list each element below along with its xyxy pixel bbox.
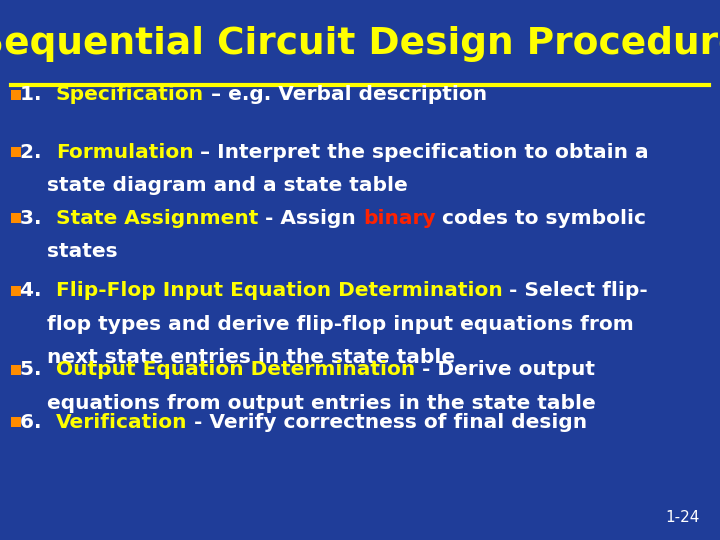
Text: Verification: Verification [55,413,187,432]
Text: – e.g. Verbal description: – e.g. Verbal description [204,85,487,104]
Text: binary: binary [363,208,436,228]
Text: Formulation: Formulation [55,143,193,162]
Text: - Derive output: - Derive output [415,360,595,380]
Text: states: states [47,242,117,261]
Text: Flip-Flop Input Equation Determination: Flip-Flop Input Equation Determination [55,281,503,300]
Text: 1-24: 1-24 [665,510,700,525]
Text: 4.: 4. [20,281,55,300]
Text: State Assignment: State Assignment [55,208,258,228]
Text: Sequential Circuit Design Procedure: Sequential Circuit Design Procedure [0,26,720,62]
Text: 2.: 2. [20,143,55,162]
Text: - Select flip-: - Select flip- [503,281,648,300]
Text: state diagram and a state table: state diagram and a state table [47,176,408,195]
Text: Specification: Specification [55,85,204,104]
Text: 1.: 1. [20,85,55,104]
Text: - Verify correctness of final design: - Verify correctness of final design [187,413,588,432]
Text: 5.: 5. [20,360,55,380]
Bar [0,0,720,85]
Text: - Assign: - Assign [258,208,363,228]
Text: codes to symbolic: codes to symbolic [436,208,647,228]
Text: flop types and derive flip-flop input equations from: flop types and derive flip-flop input eq… [47,314,634,334]
Text: next state entries in the state table: next state entries in the state table [47,348,455,367]
Text: Output Equation Determination: Output Equation Determination [55,360,415,380]
Text: 6.: 6. [20,413,55,432]
Text: – Interpret the specification to obtain a: – Interpret the specification to obtain … [193,143,649,162]
Text: 3.: 3. [20,208,55,228]
Text: equations from output entries in the state table: equations from output entries in the sta… [47,394,595,413]
